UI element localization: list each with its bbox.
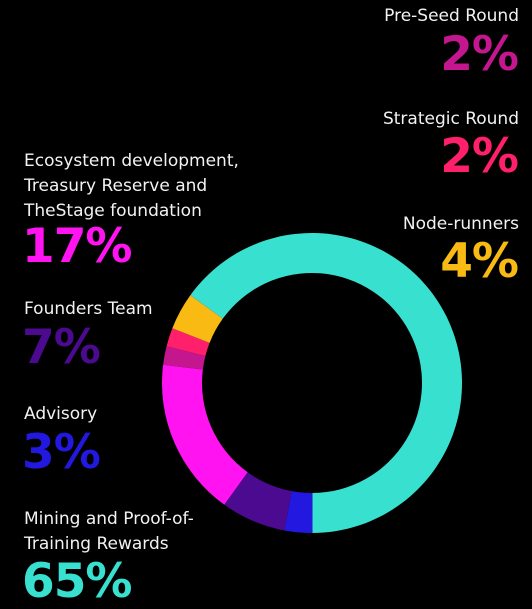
label-pre-seed-round: Pre-Seed Round <box>384 6 519 26</box>
pct-strategic-round: 2% <box>440 129 519 184</box>
pct-advisory: 3% <box>22 425 101 480</box>
pct-pre-seed-round: 2% <box>440 27 519 82</box>
pct-founders-team: 7% <box>22 320 101 375</box>
label-advisory: Advisory <box>24 404 98 424</box>
pct-ecosystem: 17% <box>22 219 132 274</box>
label-strategic-round: Strategic Round <box>382 109 519 129</box>
donut-slice-6 <box>162 364 248 505</box>
donut-slice-5 <box>224 472 292 531</box>
label-node-runners: Node-runners <box>402 214 519 234</box>
donut-slice-1 <box>166 328 210 357</box>
pct-node-runners: 4% <box>440 234 519 289</box>
donut-slice-3 <box>190 232 463 533</box>
donut-slice-4 <box>284 491 313 533</box>
label-ecosystem: Ecosystem development, Treasury Reserve … <box>24 151 239 221</box>
label-mining-rewards: Mining and Proof-of- Training Rewards <box>24 509 194 554</box>
donut-slice-0 <box>163 346 206 370</box>
donut-slice-2 <box>172 295 223 343</box>
label-founders-team: Founders Team <box>24 299 153 319</box>
pct-mining-rewards: 65% <box>22 554 132 609</box>
